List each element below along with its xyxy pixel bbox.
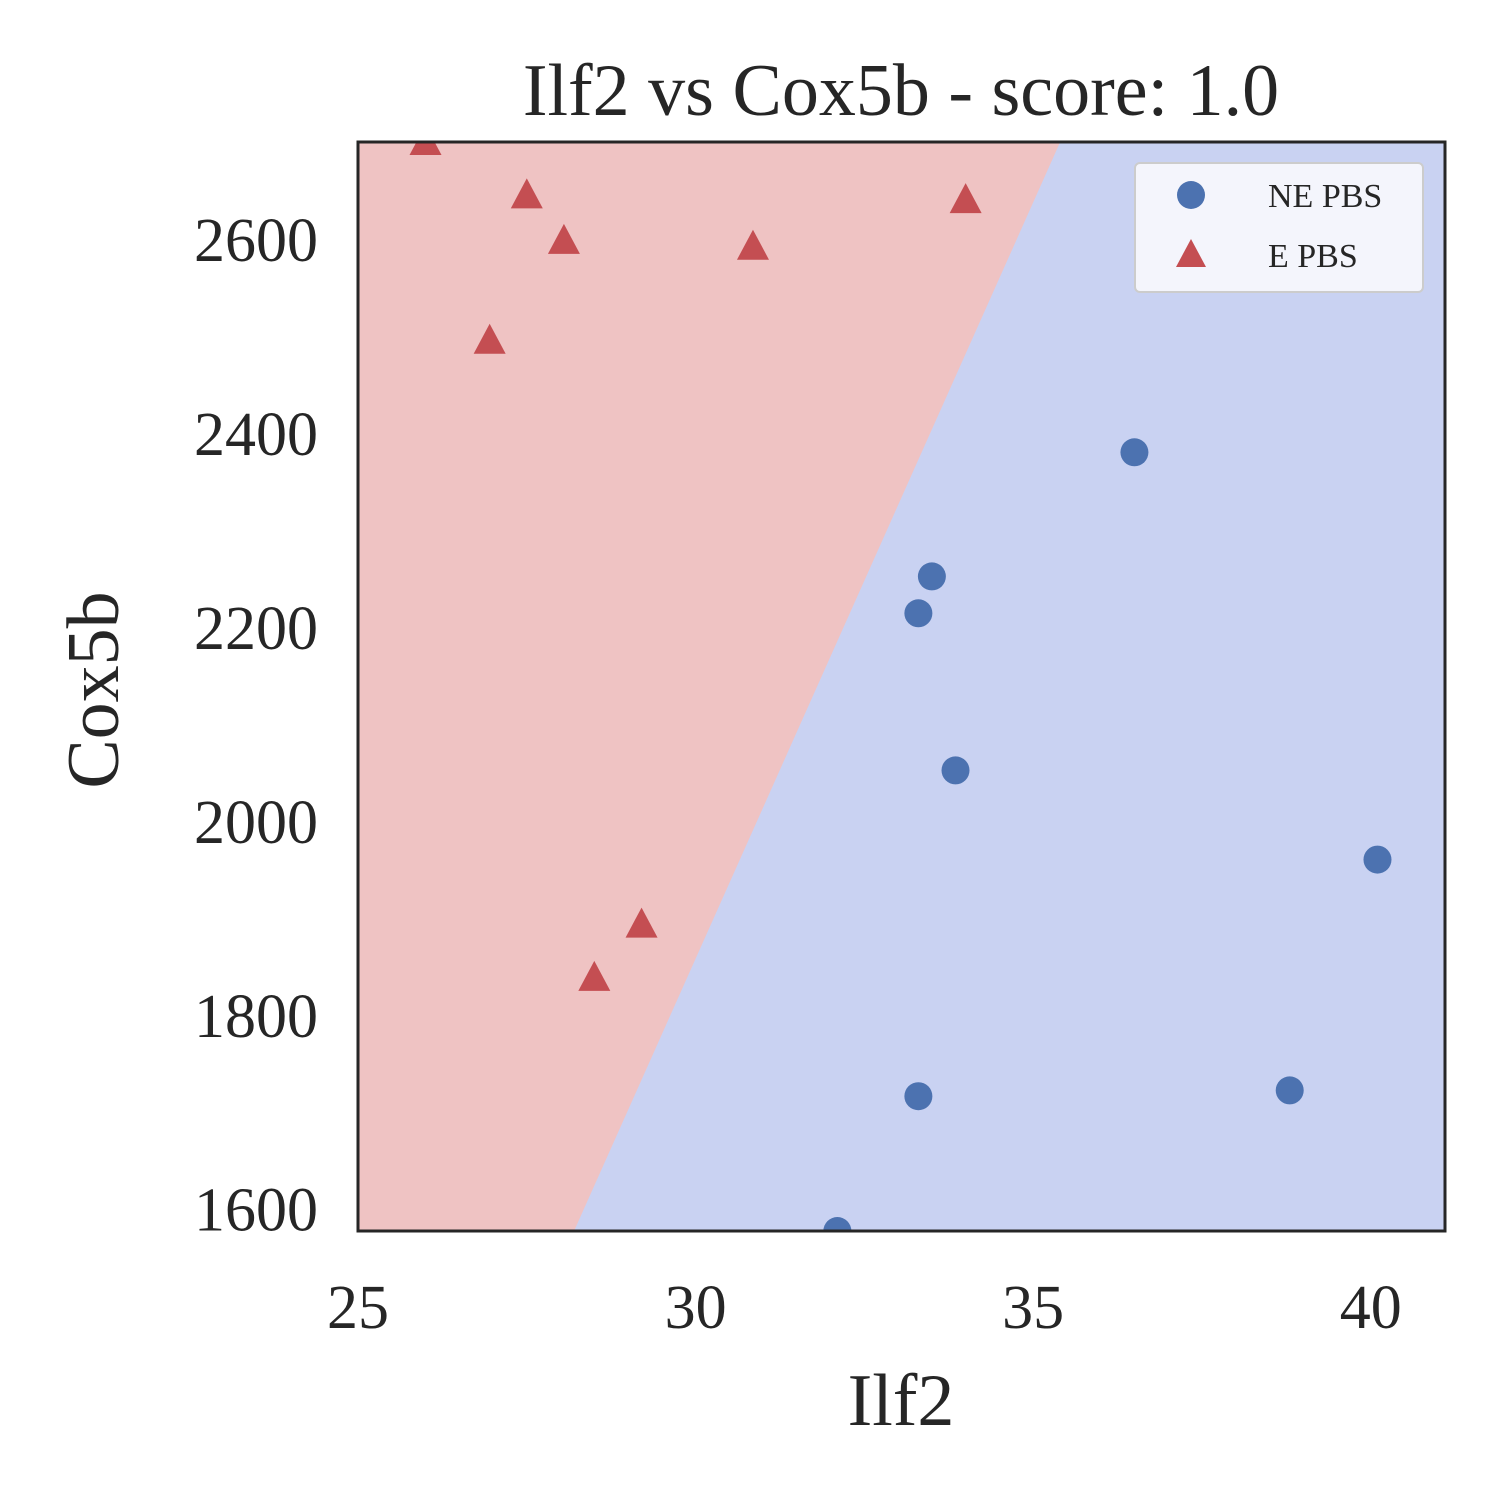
y-tick-label-1800: 1800 xyxy=(194,983,318,1051)
point-e-pbs-3 xyxy=(736,229,769,260)
legend-box xyxy=(1134,162,1424,293)
plot-frame xyxy=(356,140,1447,1233)
point-ne-pbs-1 xyxy=(917,562,946,591)
points-layer xyxy=(409,142,1392,1231)
y-tick-label-2600: 2600 xyxy=(194,207,318,275)
y-axis-label: Cox5b xyxy=(53,591,135,788)
region-e-pbs xyxy=(358,142,1061,1231)
point-ne-pbs-2 xyxy=(904,599,933,628)
point-e-pbs-6 xyxy=(625,907,658,938)
legend: NE PBS E PBS xyxy=(1134,162,1424,293)
legend-marker-e-pbs xyxy=(1176,239,1206,267)
point-ne-pbs-3 xyxy=(941,756,970,785)
legend-label-e-pbs: E PBS xyxy=(1268,238,1358,275)
legend-marker-ne-pbs xyxy=(1177,181,1205,209)
point-e-pbs-2 xyxy=(547,223,580,254)
x-tick-label-40: 40 xyxy=(1340,1274,1402,1342)
y-tick-labels: 1600 1800 2000 2200 2400 2600 xyxy=(194,207,318,1245)
chart-title: Ilf2 vs Cox5b - score: 1.0 xyxy=(523,50,1279,132)
point-e-pbs-4 xyxy=(949,183,982,214)
point-ne-pbs-5 xyxy=(1275,1076,1304,1105)
x-tick-label-30: 30 xyxy=(665,1274,727,1342)
point-ne-pbs-0 xyxy=(1120,438,1149,467)
x-tick-label-35: 35 xyxy=(1002,1274,1064,1342)
point-ne-pbs-4 xyxy=(1363,845,1392,874)
x-tick-labels: 25 30 35 40 xyxy=(327,1274,1402,1342)
point-e-pbs-5 xyxy=(473,323,506,354)
x-tick-label-25: 25 xyxy=(327,1274,389,1342)
point-e-pbs-1 xyxy=(510,178,543,209)
plot-area xyxy=(358,142,1445,1231)
y-tick-label-2000: 2000 xyxy=(194,789,318,857)
point-ne-pbs-6 xyxy=(904,1082,933,1111)
point-e-pbs-7 xyxy=(578,960,611,991)
x-axis-label: Ilf2 xyxy=(848,1360,955,1442)
point-ne-pbs-7 xyxy=(823,1217,852,1231)
point-e-pbs-0 xyxy=(409,142,442,155)
y-tick-label-2400: 2400 xyxy=(194,401,318,469)
legend-label-ne-pbs: NE PBS xyxy=(1268,178,1382,215)
y-tick-label-2200: 2200 xyxy=(194,595,318,663)
y-tick-label-1600: 1600 xyxy=(194,1177,318,1245)
